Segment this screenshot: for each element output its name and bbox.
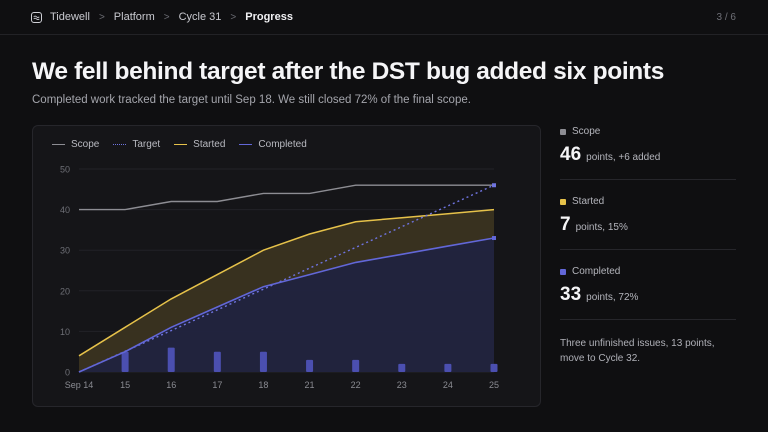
completed-swatch — [560, 268, 566, 275]
legend-swatch-completed — [239, 144, 253, 145]
chevron-right-icon: > — [163, 11, 170, 23]
stat-scope-value: 46 — [560, 144, 582, 165]
legend-item-completed: Completed — [239, 139, 307, 150]
tidewell-logo-icon[interactable] — [31, 11, 42, 23]
stat-completed-value: 33 — [560, 284, 582, 305]
completed-line — [78, 237, 495, 373]
stat-started-label: Started — [572, 196, 605, 207]
chevron-right-icon: > — [98, 11, 105, 23]
breadcrumb-platform[interactable]: Platform — [113, 11, 155, 23]
daily-completed-bar — [352, 359, 360, 372]
stat-scope-label: Scope — [572, 126, 601, 137]
stat-started-value: 7 — [560, 214, 571, 235]
legend-item-scope: Scope — [52, 139, 99, 150]
x-tick-label: 21 — [305, 380, 315, 390]
x-tick-label: 24 — [443, 380, 453, 390]
carryover-note: Three unfinished issues, 13 points, move… — [560, 338, 715, 364]
legend-label-target: Target — [132, 139, 161, 150]
stats-panel: Scope 46 points, +6 added Started 7 poin… — [560, 126, 736, 366]
top-bar: Tidewell > Platform > Cycle 31 > Progres… — [0, 0, 768, 35]
x-tick-label: Sep 14 — [65, 380, 94, 390]
stat-completed-unit: points, 72% — [586, 292, 639, 303]
stat-started: Started 7 points, 15% — [560, 196, 736, 250]
started-area — [79, 209, 494, 372]
y-tick-label: 10 — [60, 327, 70, 337]
daily-completed-bar — [490, 363, 498, 372]
breadcrumb-app[interactable]: Tidewell — [50, 11, 90, 23]
x-tick-label: 22 — [351, 380, 361, 390]
legend-swatch-target — [113, 144, 127, 145]
y-tick-label: 0 — [65, 368, 70, 378]
started-swatch — [560, 198, 566, 205]
legend-item-started: Started — [174, 139, 225, 150]
y-tick-label: 30 — [60, 246, 70, 256]
stat-started-unit: points, 15% — [575, 222, 628, 233]
legend-swatch-started — [174, 144, 188, 145]
daily-completed-bar — [306, 359, 314, 372]
started-line — [78, 208, 495, 357]
daily-completed-bar — [444, 363, 452, 372]
completed-end-marker — [492, 236, 496, 241]
target-line — [78, 184, 495, 373]
legend-item-target: Target — [113, 139, 160, 150]
y-tick-label: 40 — [60, 205, 70, 215]
daily-completed-bar — [398, 363, 406, 372]
legend-label-started: Started — [193, 139, 226, 150]
scope-line — [79, 184, 494, 211]
y-tick-label: 20 — [60, 286, 70, 296]
daily-completed-bar — [259, 351, 267, 372]
target-end-marker — [492, 183, 496, 188]
legend-swatch-scope — [52, 144, 65, 145]
stat-completed-label: Completed — [572, 266, 621, 277]
chart-legend: Scope Target Started Completed — [52, 139, 307, 150]
chevron-right-icon: > — [230, 11, 237, 23]
completed-area — [79, 238, 494, 372]
daily-completed-bar — [121, 351, 129, 372]
breadcrumb-cycle[interactable]: Cycle 31 — [178, 11, 222, 23]
stat-scope: Scope 46 points, +6 added — [560, 126, 736, 180]
stat-scope-unit: points, +6 added — [586, 152, 661, 163]
x-tick-label: 23 — [397, 380, 407, 390]
page-subtitle: Completed work tracked the target until … — [32, 94, 471, 106]
breadcrumb-current: Progress — [245, 11, 293, 23]
breadcrumb: Tidewell > Platform > Cycle 31 > Progres… — [31, 11, 293, 23]
page-indicator: 3 / 6 — [716, 11, 736, 23]
daily-completed-bar — [167, 347, 175, 372]
scope-swatch — [560, 128, 566, 135]
stat-completed: Completed 33 points, 72% — [560, 266, 736, 320]
x-tick-label: 15 — [120, 380, 130, 390]
burnup-chart: 0 10 20 30 40 50 Sep 14 15 16 17 18 21 22 23 24 25 — [60, 165, 499, 391]
page-title: We fell behind target after the DST bug … — [32, 58, 664, 85]
x-tick-label: 25 — [489, 380, 499, 390]
daily-completed-bar — [213, 351, 221, 372]
legend-label-completed: Completed — [258, 139, 307, 150]
y-tick-label: 50 — [60, 165, 70, 175]
burnup-chart-card: Scope Target Started Completed 0 10 20 30 40… — [32, 125, 541, 407]
legend-label-scope: Scope — [71, 139, 100, 150]
x-tick-label: 17 — [212, 380, 222, 390]
x-tick-label: 16 — [166, 380, 176, 390]
x-tick-label: 18 — [258, 380, 268, 390]
